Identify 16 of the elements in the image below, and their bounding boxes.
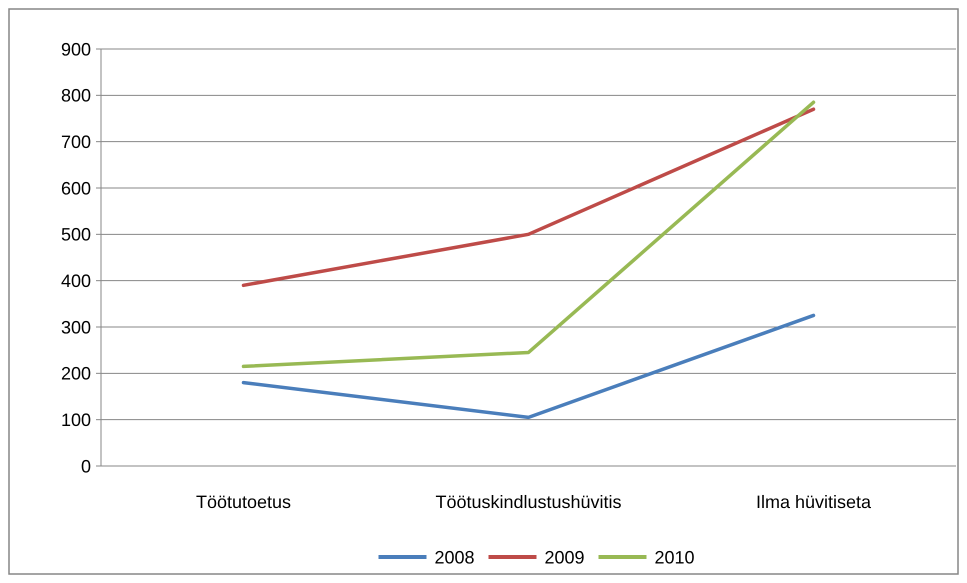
y-tick-label: 700 (60, 132, 91, 152)
y-tick-label: 900 (60, 39, 91, 60)
x-tick-label: Töötuskindlustushüvitis (435, 492, 622, 512)
x-tick-label: Ilma hüvitiseta (756, 492, 872, 512)
y-tick-label: 600 (60, 178, 91, 198)
y-tick-label: 400 (60, 270, 91, 291)
y-tick-label: 500 (60, 224, 91, 245)
legend-label: 2010 (654, 547, 695, 568)
y-tick-label: 0 (80, 456, 91, 476)
x-tick-label: Töötutoetus (196, 492, 292, 512)
y-tick-label: 800 (60, 86, 91, 106)
y-tick-label: 200 (60, 364, 91, 384)
legend-label: 2008 (434, 547, 475, 568)
y-tick-label: 300 (60, 317, 91, 338)
legend-label: 2009 (544, 547, 585, 568)
y-tick-label: 100 (60, 410, 91, 430)
